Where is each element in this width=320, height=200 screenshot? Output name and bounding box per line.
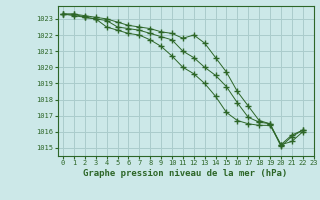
X-axis label: Graphe pression niveau de la mer (hPa): Graphe pression niveau de la mer (hPa) (84, 169, 288, 178)
